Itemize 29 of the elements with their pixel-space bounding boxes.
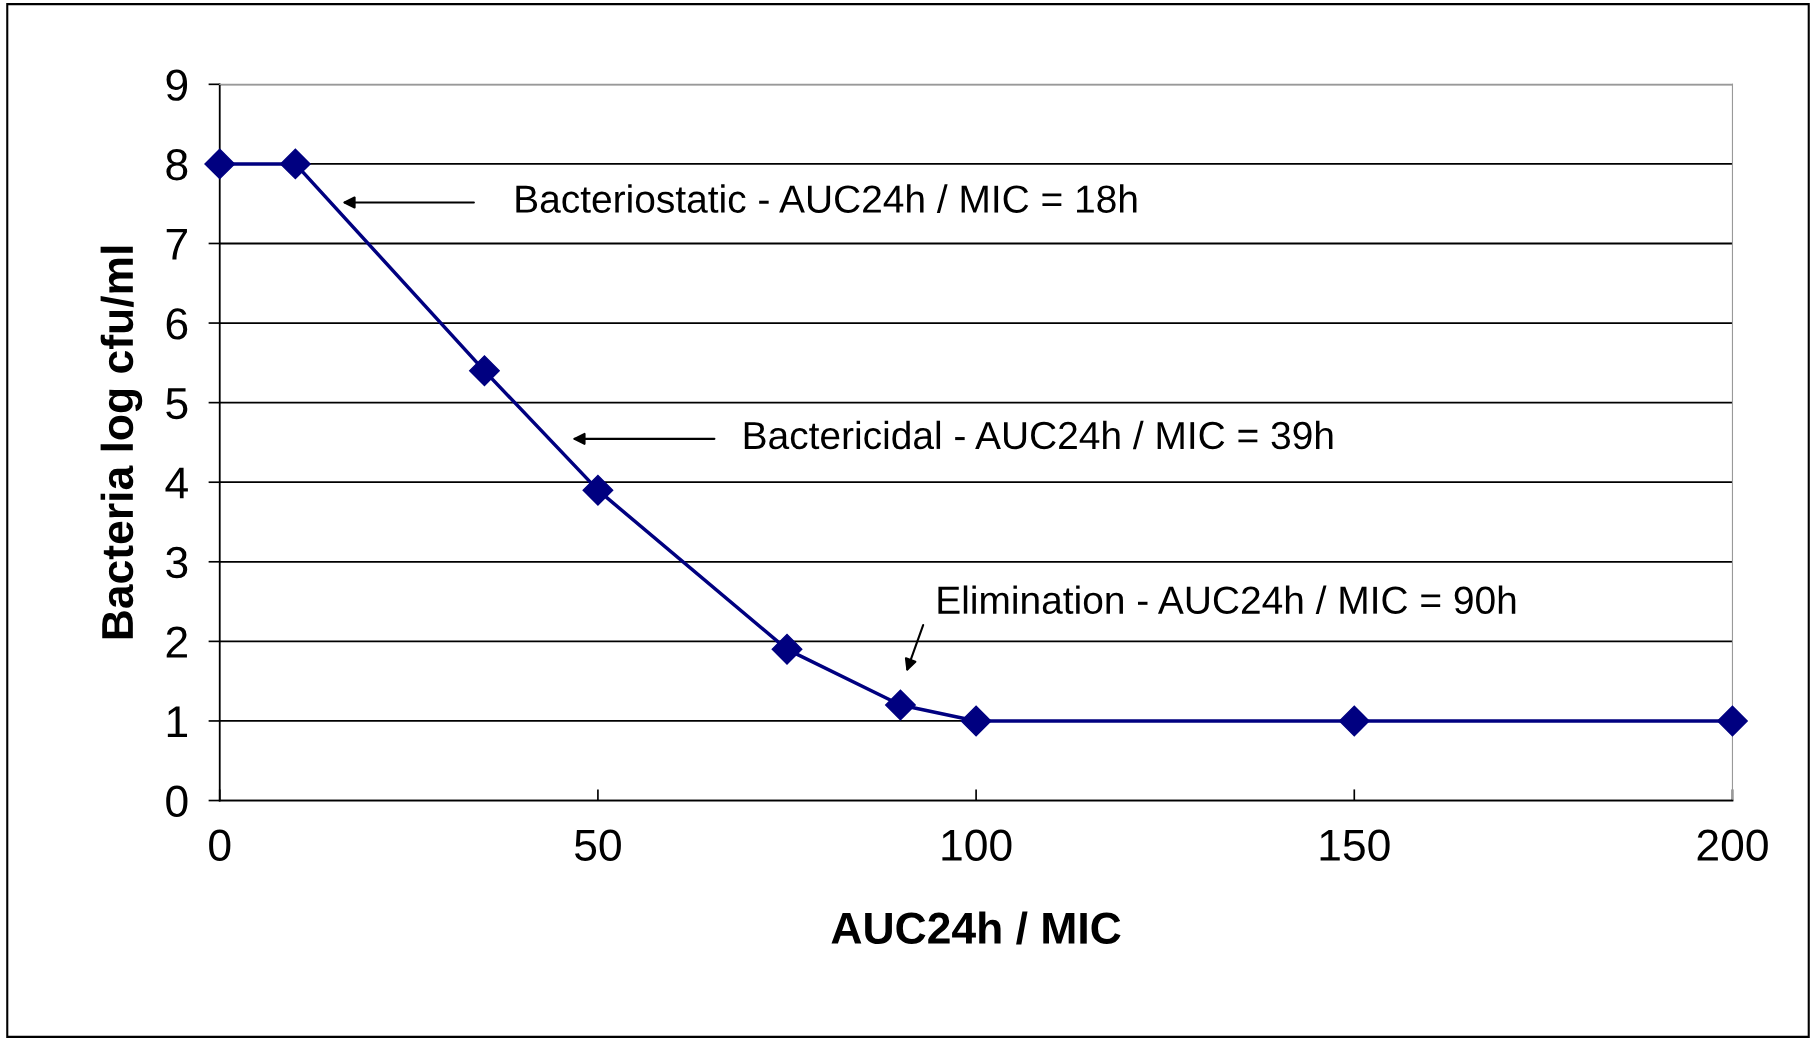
x-axis-title: AUC24h / MIC — [831, 911, 1121, 945]
y-tick-label: 2 — [166, 626, 187, 658]
y-axis-title: Bacteria log cfu/ml — [100, 246, 143, 639]
y-tick-label: 6 — [166, 308, 188, 340]
x-tick-label: 200 — [1697, 829, 1768, 861]
y-tick-label: 9 — [166, 69, 188, 101]
y-tick-label: 1 — [167, 706, 188, 738]
point — [204, 148, 236, 180]
point — [960, 705, 992, 737]
y-tick-label: 0 — [166, 785, 188, 818]
point — [469, 355, 500, 387]
x-tick-label: 150 — [1320, 829, 1390, 861]
y-tick-label: 5 — [166, 388, 188, 420]
point — [1338, 705, 1370, 737]
annotation: Bactericidal - AUC24h / MIC = 39h — [744, 420, 1333, 450]
y-tick-label: 4 — [165, 467, 188, 499]
y-tick-label: 3 — [166, 546, 188, 579]
point — [771, 633, 803, 665]
point — [885, 689, 916, 721]
y-tick-label: 7 — [166, 229, 187, 260]
y-tick-label: 8 — [166, 148, 188, 181]
x-tick-label: 50 — [574, 829, 621, 861]
annotation: Bacteriostatic - AUC24h / MIC = 18h — [516, 184, 1137, 213]
point — [1717, 705, 1748, 737]
point — [279, 148, 311, 180]
point — [582, 474, 614, 506]
x-tick-label: 0 — [209, 829, 231, 861]
x-tick-label: 100 — [942, 829, 1012, 861]
annotation: Elimination - AUC24h / MIC = 90h — [938, 585, 1516, 615]
